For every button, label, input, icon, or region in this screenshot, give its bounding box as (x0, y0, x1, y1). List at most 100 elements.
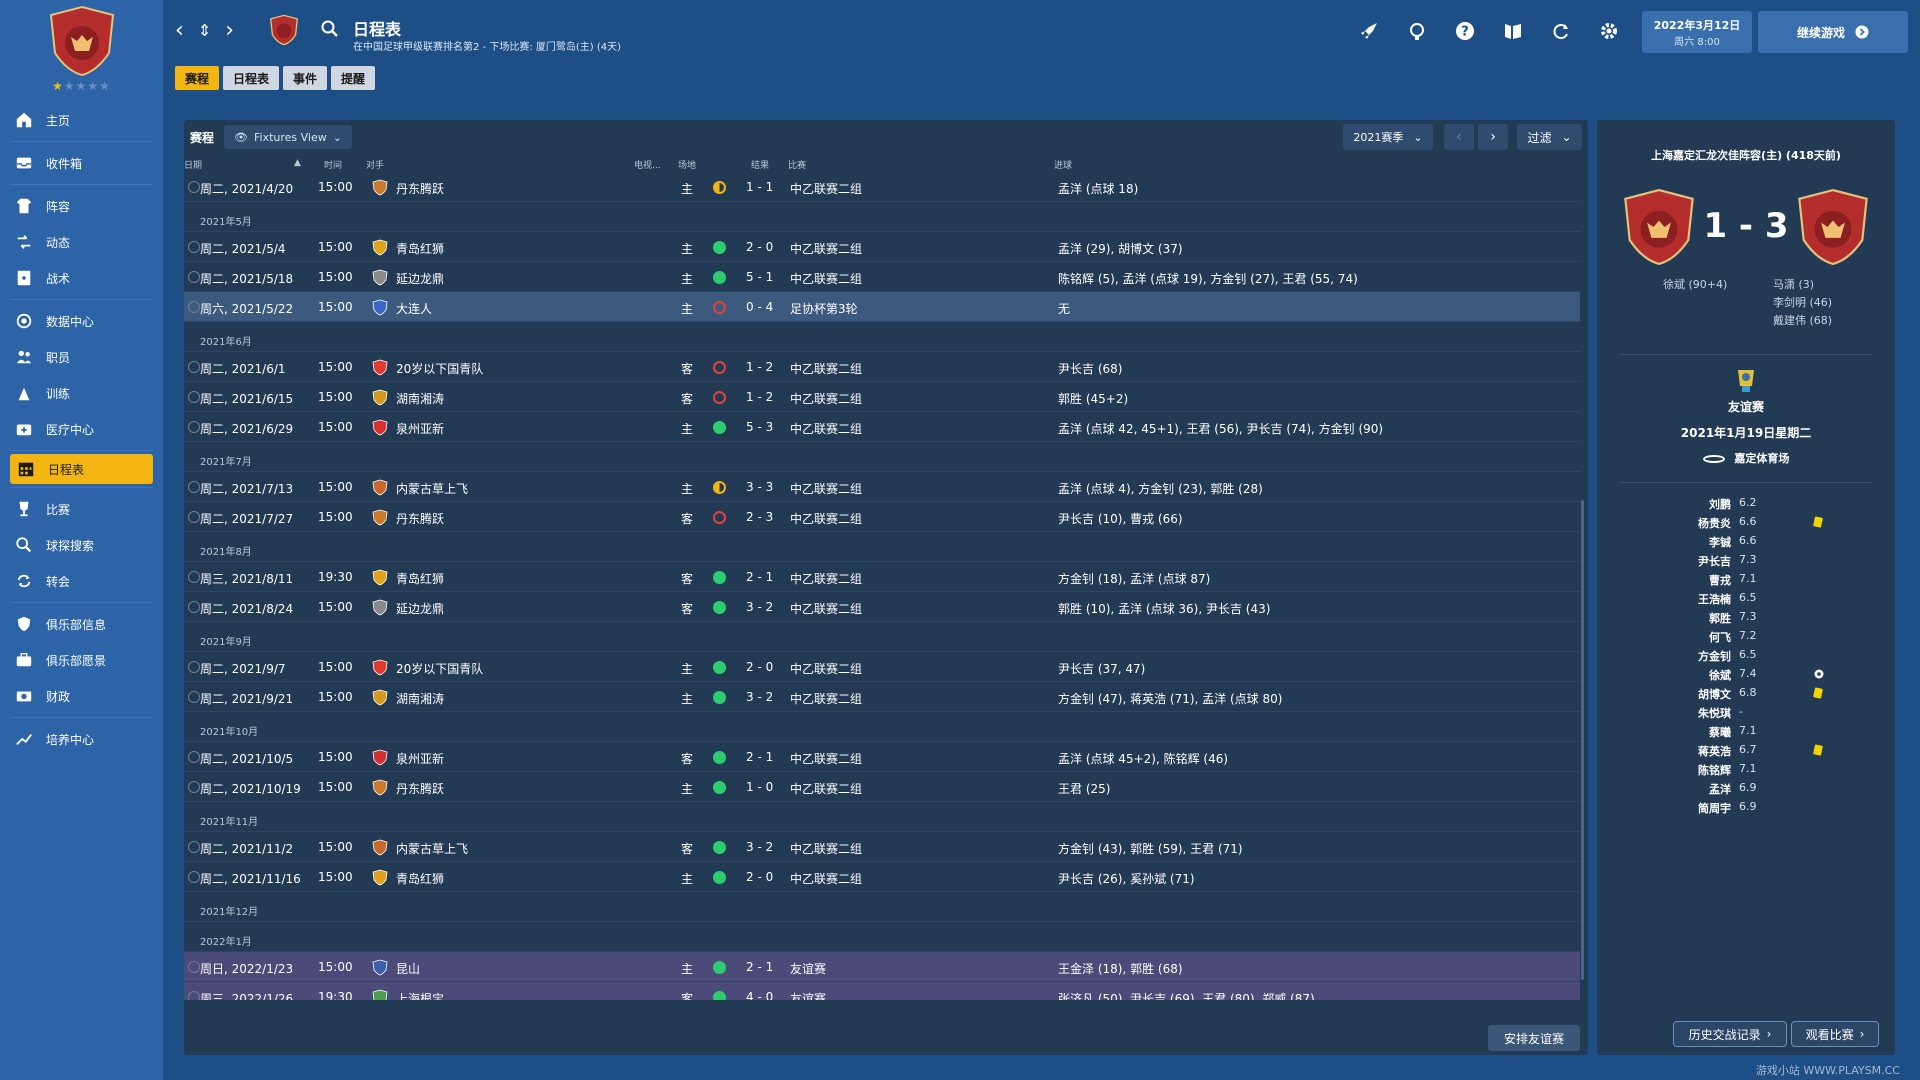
opponent-name[interactable]: 青岛红狮 (396, 872, 445, 886)
opponent-crest-icon[interactable] (372, 989, 388, 1000)
row-select-checkbox[interactable] (188, 601, 200, 613)
col-date[interactable]: 日期 (184, 161, 203, 171)
opponent-crest-icon[interactable] (372, 479, 388, 499)
fixture-row[interactable]: 周二, 2021/6/29 15:00 泉州亚新 主 5 - 3 中乙联赛二组 孟洋 (点球… (184, 412, 1580, 442)
opponent-name[interactable]: 丹东腾跃 (396, 182, 445, 196)
fixture-score[interactable]: 3 - 2 (746, 690, 774, 704)
fixture-row[interactable]: 周二, 2021/11/16 15:00 青岛红狮 主 2 - 0 中乙联赛二组 尹长吉 (… (184, 862, 1580, 892)
opponent-crest-icon[interactable] (372, 749, 388, 769)
sidebar-item-club-vision[interactable]: 俱乐部愿景 (0, 642, 163, 678)
player-name[interactable]: 郭胜 (1709, 612, 1731, 625)
opponent-crest-icon[interactable] (372, 509, 388, 529)
opponent-name[interactable]: 20岁以下国青队 (396, 362, 484, 376)
fixture-row[interactable]: 周日, 2022/1/23 15:00 昆山 主 2 - 1 友谊赛 王金泽 (18), 郭… (184, 952, 1580, 982)
row-select-checkbox[interactable] (188, 571, 200, 583)
opponent-crest-icon[interactable] (372, 179, 388, 199)
social-feed-icon[interactable] (1406, 20, 1428, 42)
row-select-checkbox[interactable] (188, 871, 200, 883)
up-down-icon[interactable]: ⇕ (197, 21, 212, 40)
player-name[interactable]: 胡博文 (1698, 688, 1731, 701)
player-rating-row[interactable]: 简周宇 6.9 (1597, 798, 1895, 817)
opponent-name[interactable]: 丹东腾跃 (396, 512, 445, 526)
fixture-row[interactable]: 周二, 2021/4/20 15:00 丹东腾跃 主 1 - 1 中乙联赛二组 孟洋 (点球… (184, 172, 1580, 202)
fixture-score[interactable]: 1 - 0 (746, 780, 774, 794)
fixture-competition[interactable]: 中乙联赛二组 (790, 482, 863, 496)
guide-book-icon[interactable] (1502, 20, 1524, 42)
fixture-row[interactable]: 周三, 2022/1/26 19:30 上海根宝 客 4 - 0 友谊赛 张济凡 (50),… (184, 982, 1580, 1000)
row-select-checkbox[interactable] (188, 241, 200, 253)
player-name[interactable]: 朱悦琪 (1698, 707, 1731, 720)
player-name[interactable]: 简周宇 (1698, 802, 1731, 815)
opponent-name[interactable]: 延边龙鼎 (396, 272, 445, 286)
fixture-row[interactable]: 周二, 2021/6/1 15:00 20岁以下国青队 客 1 - 2 中乙联赛二组 尹长吉… (184, 352, 1580, 382)
fixture-competition[interactable]: 中乙联赛二组 (790, 662, 863, 676)
fixture-score[interactable]: 2 - 1 (746, 750, 774, 764)
opponent-crest-icon[interactable] (372, 959, 388, 979)
fixture-competition[interactable]: 中乙联赛二组 (790, 362, 863, 376)
player-rating-row[interactable]: 李铖 6.6 (1597, 532, 1895, 551)
row-select-checkbox[interactable] (188, 301, 200, 313)
opponent-crest-icon[interactable] (372, 599, 388, 619)
watch-match-button[interactable]: 观看比赛 › (1791, 1021, 1879, 1047)
sidebar-item-inbox[interactable]: 收件箱 (0, 145, 163, 181)
fixture-score[interactable]: 2 - 1 (746, 570, 774, 584)
player-rating-row[interactable]: 蒋英浩 6.7 (1597, 741, 1895, 760)
player-name[interactable]: 李铖 (1709, 536, 1731, 549)
row-select-checkbox[interactable] (188, 691, 200, 703)
row-select-checkbox[interactable] (188, 961, 200, 973)
fixtures-scrollbar[interactable] (1581, 500, 1584, 980)
season-selector[interactable]: 2021赛季 ⌄ (1343, 124, 1433, 150)
fixture-row[interactable]: 周二, 2021/6/15 15:00 湖南湘涛 客 1 - 2 中乙联赛二组 郭胜 (45… (184, 382, 1580, 412)
settings-gear-icon[interactable] (1598, 20, 1620, 42)
fixture-competition[interactable]: 中乙联赛二组 (790, 572, 863, 586)
opponent-crest-icon[interactable] (372, 569, 388, 589)
opponent-name[interactable]: 内蒙古草上飞 (396, 842, 469, 856)
view-selector[interactable]: 👁 Fixtures View ⌄ (224, 125, 352, 149)
row-select-checkbox[interactable] (188, 991, 200, 1000)
col-opponent[interactable]: 对手 (366, 161, 385, 171)
tab-0[interactable]: 赛程 (175, 66, 220, 90)
row-select-checkbox[interactable] (188, 781, 200, 793)
player-rating-row[interactable]: 尹长吉 7.3 (1597, 551, 1895, 570)
search-icon[interactable] (321, 20, 339, 38)
col-time[interactable]: 时间 (324, 161, 343, 171)
opponent-name[interactable]: 湖南湘涛 (396, 392, 445, 406)
player-name[interactable]: 曹戎 (1709, 574, 1731, 587)
player-rating-row[interactable]: 孟洋 6.9 (1597, 779, 1895, 798)
next-season-button[interactable]: › (1478, 124, 1508, 150)
opponent-crest-icon[interactable] (372, 299, 388, 319)
fixture-competition[interactable]: 中乙联赛二组 (790, 602, 863, 616)
fixture-score[interactable]: 2 - 3 (746, 510, 774, 524)
fixture-score[interactable]: 3 - 3 (746, 480, 774, 494)
fixture-row[interactable]: 周二, 2021/10/19 15:00 丹东腾跃 主 1 - 0 中乙联赛二组 王君 (2… (184, 772, 1580, 802)
fixture-score[interactable]: 5 - 3 (746, 420, 774, 434)
fixture-competition[interactable]: 足协杯第3轮 (790, 302, 858, 316)
opponent-name[interactable]: 20岁以下国青队 (396, 662, 484, 676)
fixture-competition[interactable]: 中乙联赛二组 (790, 182, 863, 196)
fixture-row[interactable]: 周二, 2021/7/27 15:00 丹东腾跃 客 2 - 3 中乙联赛二组 尹长吉 (1… (184, 502, 1580, 532)
fixture-row[interactable]: 周二, 2021/10/5 15:00 泉州亚新 客 2 - 1 中乙联赛二组 孟洋 (点球… (184, 742, 1580, 772)
sidebar-item-development[interactable]: 培养中心 (0, 721, 163, 757)
fixture-competition[interactable]: 中乙联赛二组 (790, 422, 863, 436)
player-name[interactable]: 蒋英浩 (1698, 745, 1731, 758)
fixture-competition[interactable]: 中乙联赛二组 (790, 512, 863, 526)
col-scorers[interactable]: 进球 (1054, 161, 1073, 171)
fixture-score[interactable]: 1 - 2 (746, 390, 774, 404)
opponent-crest-icon[interactable] (372, 659, 388, 679)
player-rating-row[interactable]: 胡博文 6.8 (1597, 684, 1895, 703)
sidebar-item-tactics[interactable]: 战术 (0, 260, 163, 296)
sidebar-item-calendar[interactable]: 日程表 (10, 454, 153, 484)
fixture-competition[interactable]: 中乙联赛二组 (790, 272, 863, 286)
header-club-crest-icon[interactable] (269, 14, 299, 46)
opponent-name[interactable]: 泉州亚新 (396, 752, 445, 766)
fixture-score[interactable]: 5 - 1 (746, 270, 774, 284)
player-rating-row[interactable]: 方金钊 6.5 (1597, 646, 1895, 665)
row-select-checkbox[interactable] (188, 481, 200, 493)
opponent-crest-icon[interactable] (372, 689, 388, 709)
prev-season-button[interactable]: ‹ (1444, 124, 1474, 150)
player-name[interactable]: 孟洋 (1709, 783, 1731, 796)
fixture-competition[interactable]: 中乙联赛二组 (790, 842, 863, 856)
fixture-competition[interactable]: 中乙联赛二组 (790, 782, 863, 796)
col-venue[interactable]: 场地 (678, 161, 697, 171)
fixture-row[interactable]: 周二, 2021/5/4 15:00 青岛红狮 主 2 - 0 中乙联赛二组 孟洋 (29)… (184, 232, 1580, 262)
